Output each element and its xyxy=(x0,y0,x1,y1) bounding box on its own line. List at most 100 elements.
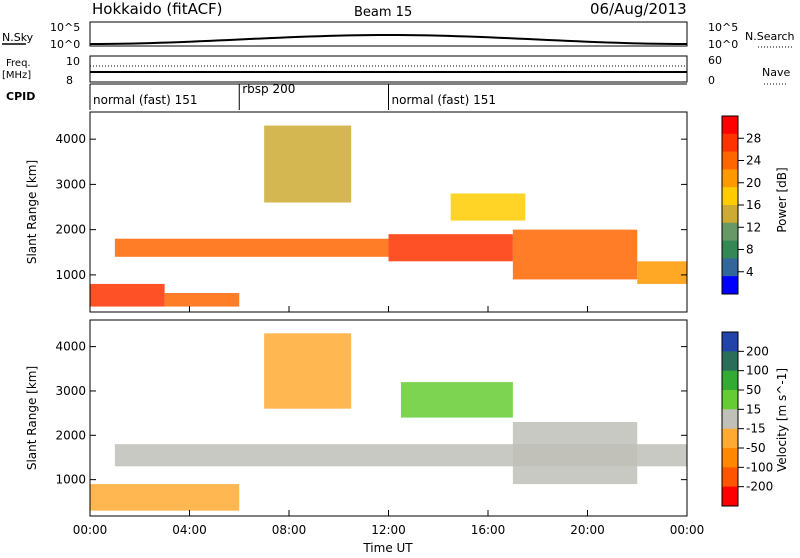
colorbar-swatch xyxy=(722,169,738,188)
colorbar-tick-label: -15 xyxy=(746,422,766,436)
colorbar-tick-label: 4 xyxy=(746,265,754,279)
y-tick-label: 1000 xyxy=(55,473,86,487)
heatmap-band xyxy=(450,193,526,221)
heatmap-band xyxy=(512,229,638,280)
colorbar-tick-label: 16 xyxy=(746,198,761,212)
y-tick-label: 3000 xyxy=(55,177,86,191)
colorbar-tick-label: 100 xyxy=(746,364,769,378)
x-axis-ticks: 00:00 04:00 08:00 12:00 16:00 20:00 00:00 xyxy=(73,306,705,537)
x-tick-label: 00:00 xyxy=(73,523,108,537)
y-tick-label: 3000 xyxy=(55,384,86,398)
colorbar-swatch xyxy=(722,133,738,153)
heatmap-band xyxy=(114,238,389,257)
colorbar-swatch xyxy=(722,116,738,135)
colorbar-swatch xyxy=(722,428,738,449)
heatmap-band xyxy=(637,261,687,284)
colorbar-tick-label: -200 xyxy=(746,480,773,494)
heatmap-band xyxy=(512,421,638,485)
colorbar-tick-label: -50 xyxy=(746,441,766,455)
colorbar-tick-label: 12 xyxy=(746,220,761,234)
colorbar-swatch xyxy=(722,187,738,206)
colorbar-swatch xyxy=(722,258,738,277)
power-panel-frame xyxy=(89,111,688,313)
x-tick-label: 08:00 xyxy=(272,523,307,537)
cpid-segment-label: normal (fast) 151 xyxy=(93,93,197,107)
y-tick-label: 2000 xyxy=(55,428,86,442)
nave-label: Nave xyxy=(762,66,790,79)
colorbar-swatch xyxy=(722,448,738,468)
colorbar-swatch xyxy=(722,205,738,224)
colorbar-swatch xyxy=(722,222,738,242)
velocity-yticks: 4000 3000 2000 1000 xyxy=(55,340,687,487)
y-tick-label: 2000 xyxy=(55,223,86,237)
colorbar-swatch xyxy=(722,390,738,410)
power-heatmap xyxy=(90,125,687,307)
power-colorbar-label: Power [dB] xyxy=(775,167,789,232)
nsearch-label: N.Search xyxy=(745,30,795,43)
cpid-segment-label: normal (fast) 151 xyxy=(392,93,496,107)
colorbar-swatch xyxy=(722,370,738,391)
freq-tick-bottom: 8 xyxy=(66,74,73,87)
nsky-tick-bottom: 10^0 xyxy=(50,38,80,51)
velocity-colorbar: 200 100 50 15 -15 -50 -100 -200 xyxy=(721,331,773,507)
date-label: 06/Aug/2013 xyxy=(590,0,687,18)
colorbar-frame xyxy=(721,331,739,507)
colorbar-tick-label: 20 xyxy=(746,176,761,190)
colorbar-swatch xyxy=(722,332,738,352)
power-colorbar: 28 24 20 16 12 8 4 xyxy=(721,115,761,295)
nave-tick-bottom: 0 xyxy=(708,74,715,87)
x-axis-label: Time UT xyxy=(362,541,413,554)
cpid-segment-label: rbsp 200 xyxy=(242,82,295,96)
nsky-label: N.Sky xyxy=(2,31,34,44)
plot-title: Hokkaido (fitACF) xyxy=(92,0,223,18)
heatmap-band xyxy=(90,283,165,307)
freq-label-2: [MHz] xyxy=(2,70,31,81)
nsky-panel xyxy=(89,21,688,47)
heatmap-band xyxy=(400,382,513,418)
nsky-trace xyxy=(90,34,687,45)
heatmap-band xyxy=(264,333,352,409)
colorbar-tick-label: 24 xyxy=(746,154,761,168)
nsky-tick-top: 10^5 xyxy=(50,21,80,34)
heatmap-band xyxy=(264,125,352,203)
colorbar-tick-label: 50 xyxy=(746,383,761,397)
x-tick-label: 20:00 xyxy=(570,523,605,537)
power-ylabel: Slant Range [km] xyxy=(25,160,39,264)
y-tick-label: 1000 xyxy=(55,268,86,282)
colorbar-swatch xyxy=(722,351,738,372)
colorbar-swatch xyxy=(722,240,738,259)
x-tick-label: 12:00 xyxy=(371,523,406,537)
freq-tick-top: 10 xyxy=(66,55,80,68)
colorbar-swatch xyxy=(722,486,738,507)
cpid-segments: normal (fast) 151 rbsp 200 normal (fast) 1… xyxy=(89,82,687,110)
y-tick-label: 4000 xyxy=(55,132,86,146)
x-tick-label: 04:00 xyxy=(172,523,207,537)
freq-panel xyxy=(89,55,688,83)
colorbar-tick-label: 200 xyxy=(746,344,769,358)
heatmap-band xyxy=(164,292,240,307)
heatmap-band xyxy=(388,234,513,262)
nsearch-tick-top: 10^5 xyxy=(708,21,738,34)
freq-label-1: Freq. xyxy=(6,58,31,69)
colorbar-swatch xyxy=(722,409,738,430)
velocity-colorbar-label: Velocity [m s^-1] xyxy=(775,368,789,472)
x-tick-label: 16:00 xyxy=(471,523,506,537)
power-yticks: 4000 3000 2000 1000 xyxy=(55,132,687,282)
y-tick-label: 4000 xyxy=(55,340,86,354)
colorbar-swatch xyxy=(722,467,738,488)
colorbar-tick-label: 28 xyxy=(746,131,761,145)
beam-label: Beam 15 xyxy=(354,5,412,20)
cpid-label: CPID xyxy=(6,90,35,103)
nave-tick-top: 60 xyxy=(708,54,722,67)
colorbar-swatch xyxy=(722,276,738,295)
colorbar-tick-label: -100 xyxy=(746,460,773,474)
heatmap-band xyxy=(90,484,240,511)
colorbar-tick-label: 8 xyxy=(746,243,754,257)
velocity-heatmap xyxy=(90,333,687,511)
colorbar-swatch xyxy=(722,151,738,170)
velocity-ylabel: Slant Range [km] xyxy=(25,366,39,470)
colorbar-tick-label: 15 xyxy=(746,402,761,416)
nsearch-tick-bottom: 10^0 xyxy=(708,38,738,51)
x-tick-label: 00:00 xyxy=(670,523,705,537)
